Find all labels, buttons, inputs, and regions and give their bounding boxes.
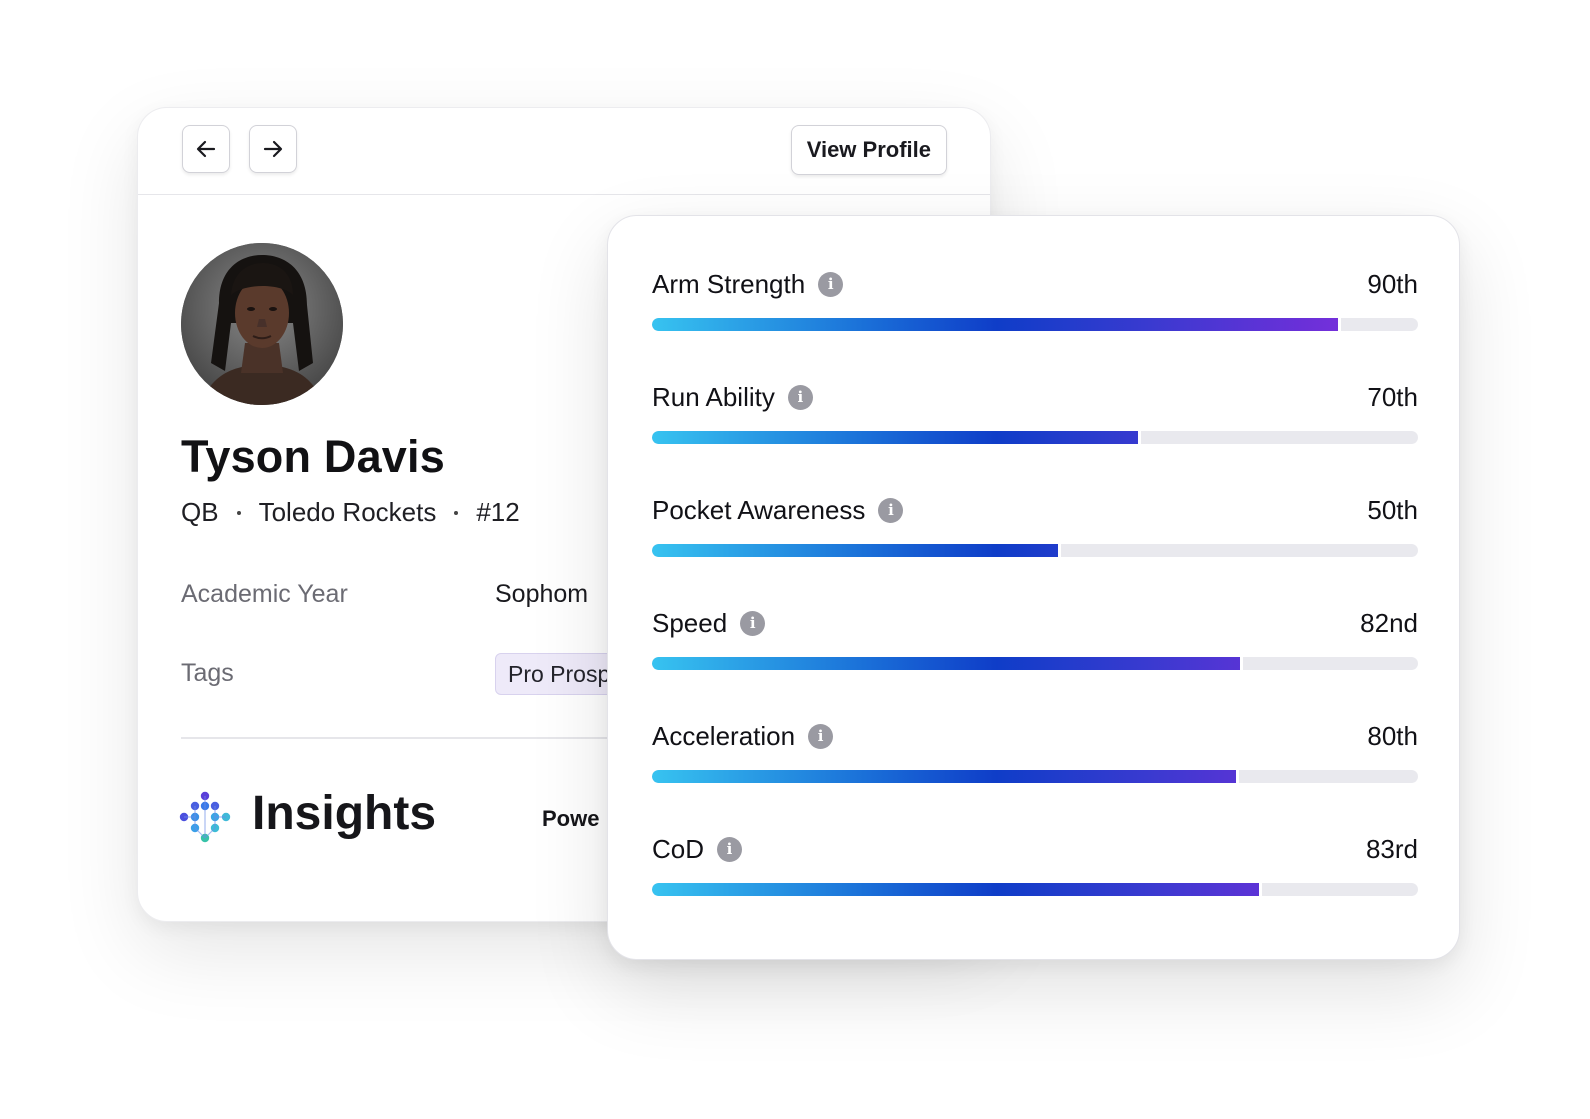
player-portrait [181,243,343,405]
insights-dots-icon [179,791,231,843]
separator-dot [236,510,241,515]
metric-label: CoD [652,834,705,864]
player-number: #12 [476,497,520,527]
progress-bar-fill [652,431,1142,444]
metric-label: Pocket Awareness [652,495,866,525]
metric-arm-strength: Arm Strength i 90th [652,269,1418,339]
info-icon[interactable]: i [787,385,813,410]
progress-bar-fill [652,770,1240,783]
info-icon[interactable]: i [717,837,743,862]
progress-bar-track [652,544,1418,557]
back-button[interactable] [182,125,230,173]
metric-label-group: Pocket Awareness i [652,495,904,526]
progress-bar-track [652,770,1418,783]
progress-bar-fill [652,544,1061,557]
metric-run-ability: Run Ability i 70th [652,382,1418,452]
progress-bar-track [652,318,1418,331]
avatar [181,243,343,405]
info-icon[interactable]: i [818,272,844,297]
insights-title: Insights [252,787,437,840]
info-icon[interactable]: i [740,611,766,636]
player-meta: QB Toledo Rockets #12 [181,497,520,528]
separator-dot [454,510,459,515]
metric-percentile: 70th [1367,382,1418,412]
tags-label: Tags [181,659,234,687]
arrow-left-icon [196,140,216,158]
player-team: Toledo Rockets [258,497,437,527]
progress-bar-fill [652,657,1244,670]
metric-percentile: 90th [1367,269,1418,299]
card-toolbar: View Profile [138,108,990,195]
progress-bar-track [652,431,1418,444]
metric-percentile: 82nd [1360,608,1418,638]
metric-label: Acceleration [652,721,796,751]
view-profile-button[interactable]: View Profile [790,125,947,175]
info-icon[interactable]: i [808,724,834,749]
metric-label-group: Speed i [652,608,766,639]
progress-bar-track [652,883,1418,896]
metric-percentile: 50th [1367,495,1418,525]
metric-pocket-awareness: Pocket Awareness i 50th [652,495,1418,565]
progress-bar-track [652,657,1418,670]
metric-label-group: CoD i [652,834,743,865]
metric-label-group: Acceleration i [652,721,834,752]
arrow-right-icon [263,140,283,158]
metric-percentile: 83rd [1365,834,1418,864]
metric-acceleration: Acceleration i 80th [652,721,1418,791]
metric-percentile: 80th [1367,721,1418,751]
metric-label: Speed [652,608,728,638]
player-position: QB [181,497,219,527]
powered-by-text: Powe [542,806,600,831]
progress-bar-fill [652,883,1262,896]
forward-button[interactable] [249,125,297,173]
metric-label-group: Run Ability i [652,382,813,413]
metric-speed: Speed i 82nd [652,608,1418,678]
info-icon[interactable]: i [878,498,904,523]
academic-year-label: Academic Year [181,580,348,608]
tag-chip[interactable]: Pro Prosp [495,653,624,695]
player-name: Tyson Davis [181,431,445,482]
divider [181,737,951,739]
metric-label-group: Arm Strength i [652,269,844,300]
academic-year-value: Sophom [495,580,589,608]
metric-cod: CoD i 83rd [652,834,1418,904]
metric-label: Arm Strength [652,269,806,299]
metric-label: Run Ability [652,382,775,412]
progress-bar-fill [652,318,1341,331]
metrics-card: Arm Strength i 90th Run Ability i 70th P… [607,215,1460,960]
